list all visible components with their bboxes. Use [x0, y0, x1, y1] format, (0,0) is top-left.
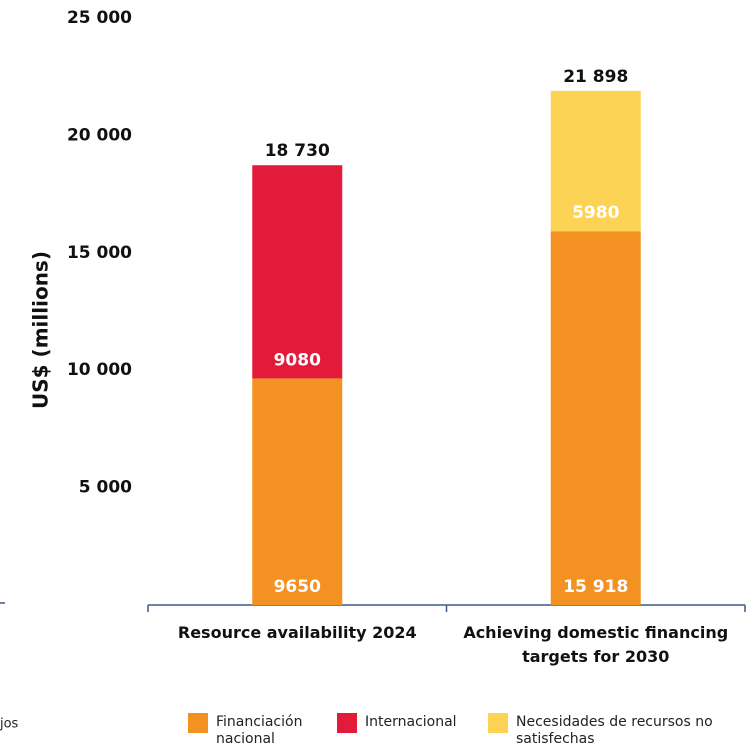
- bar-segment: [550, 231, 641, 605]
- total-label: 21 898: [563, 67, 628, 87]
- value-label: 5980: [572, 203, 619, 223]
- bar-segment: [252, 378, 343, 605]
- x-tick-label: Resource availability 2024: [177, 623, 417, 642]
- y-tick-label: 25 000: [67, 8, 132, 28]
- x-tick-label: Achieving domestic financing targets for…: [463, 623, 729, 666]
- y-tick-label: 15 000: [67, 243, 132, 263]
- value-label: 9650: [274, 577, 321, 597]
- total-label: 18 730: [265, 141, 330, 161]
- value-label: 9080: [274, 350, 321, 370]
- legend-swatch: [488, 713, 508, 733]
- legend-label: Internacional: [365, 714, 457, 730]
- bar-segment: [252, 165, 343, 379]
- y-tick-label: 10 000: [67, 360, 132, 380]
- annotation: ajos: [0, 717, 19, 732]
- y-axis-label: US$ (millions): [29, 251, 53, 409]
- bar-segment: [550, 90, 641, 232]
- value-label: 15 918: [563, 577, 628, 597]
- legend-label: Necesidades de recursos no satisfechas: [516, 714, 713, 747]
- legend-swatch: [337, 713, 357, 733]
- legend-swatch: [188, 713, 208, 733]
- legend-label: Financiación nacional: [216, 714, 303, 747]
- y-tick-label: 20 000: [67, 125, 132, 145]
- y-tick-label: 5 000: [79, 478, 132, 498]
